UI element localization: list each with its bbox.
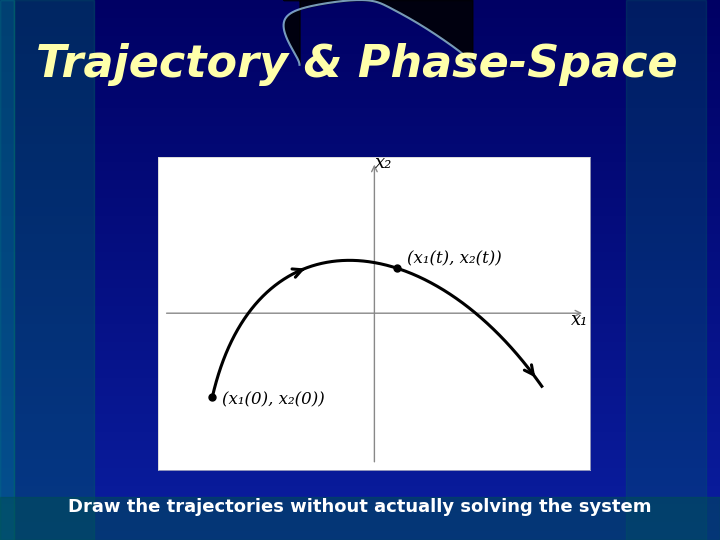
Text: Draw the trajectories without actually solving the system: Draw the trajectories without actually s… [68,498,652,516]
Text: (x₁(0), x₂(0)): (x₁(0), x₂(0)) [222,392,325,409]
Text: Trajectory & Phase-Space: Trajectory & Phase-Space [36,43,678,86]
Bar [0,497,720,540]
Bar [0,0,14,540]
Text: (x₁(t), x₂(t)): (x₁(t), x₂(t)) [407,250,501,267]
Text: x₁: x₁ [571,310,588,329]
Bar [626,0,706,540]
Bar [14,0,94,540]
Text: x₂: x₂ [375,154,393,172]
